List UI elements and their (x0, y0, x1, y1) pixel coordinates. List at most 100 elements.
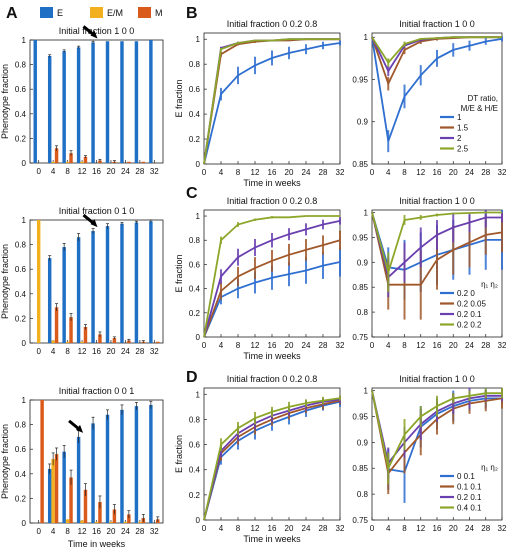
bar-M (69, 153, 73, 163)
x-tick-label: 28 (481, 341, 490, 350)
y-tick-label: 0.2 (15, 134, 27, 143)
bar-E/M (123, 521, 128, 523)
series-line-0.2 0.05 (371, 212, 503, 286)
x-tick-label: 12 (251, 341, 260, 350)
panel-letter-D: D (186, 369, 198, 386)
x-tick-label: 12 (416, 524, 425, 533)
x-tick-label: 12 (251, 524, 260, 533)
y-tick-label: 0.6 (15, 445, 27, 454)
x-tick-label: 20 (285, 168, 294, 177)
bar-M (54, 307, 59, 343)
x-axis-label: Time in weeks (243, 178, 301, 188)
y-tick-label: 0.6 (189, 260, 201, 269)
chart-title: Initial fraction 0 0 1 (59, 386, 135, 396)
chart-title: Initial fraction 0 0.2 0.8 (227, 196, 318, 206)
y-tick-label: 1 (22, 216, 27, 225)
x-tick-label: 16 (433, 168, 442, 177)
x-tick-label: 12 (78, 347, 87, 356)
bar-M (98, 334, 102, 343)
bar-M (141, 161, 146, 163)
x-tick-label: 8 (65, 167, 70, 176)
x-tick-label: 12 (78, 167, 87, 176)
x-tick-label: 32 (336, 168, 345, 177)
series-line-0.2 0.1 (371, 212, 502, 279)
x-tick-label: 4 (219, 341, 224, 350)
x-tick-label: 20 (449, 168, 458, 177)
bar-E/M (51, 340, 55, 343)
bar-M (127, 514, 131, 523)
bar-E/M (80, 341, 84, 343)
x-tick-label: 0 (370, 524, 375, 533)
bar-E/M (65, 519, 70, 523)
series-line-0.2 0 (203, 261, 341, 338)
y-tick-label: 0.8 (189, 415, 201, 424)
x-tick-label: 32 (336, 341, 345, 350)
y-tick-label: 1 (196, 390, 201, 399)
x-tick-label: 16 (268, 524, 277, 533)
x-tick-label: 12 (78, 527, 87, 536)
x-tick-label: 12 (416, 341, 425, 350)
legend-title: η₁ η₂ (481, 280, 498, 289)
series-line-0.4 0.1 (203, 397, 341, 521)
bar-M (69, 317, 73, 343)
series-line-2.5 (203, 38, 340, 165)
bar-E (62, 247, 66, 343)
bar-E (47, 55, 52, 163)
bar-M (127, 161, 131, 163)
bar-E/M (138, 521, 142, 523)
x-axis-label: Time in weeks (68, 539, 126, 549)
legend-title: M/E & H/E (461, 104, 498, 113)
x-tick-label: 20 (285, 341, 294, 350)
x-tick-label: 24 (302, 168, 311, 177)
bar-E (47, 258, 52, 343)
annotation-arrow-head (90, 30, 98, 39)
x-tick-label: 32 (336, 524, 345, 533)
bar-E/M (36, 220, 41, 343)
bar-M (40, 400, 44, 523)
y-tick-label: 0.95 (352, 412, 368, 421)
x-tick-label: 8 (236, 524, 241, 533)
bar-E (76, 237, 81, 343)
chart-title: Initial fraction 0 1 0 (59, 206, 135, 216)
x-tick-label: 4 (51, 347, 56, 356)
x-tick-label: 16 (433, 524, 442, 533)
x-tick-label: 28 (481, 168, 490, 177)
series-line-0.2 0.05 (203, 239, 341, 338)
x-tick-label: 32 (498, 168, 507, 177)
bar-E/M (80, 161, 84, 163)
bar-E/M (109, 521, 113, 523)
bar-E (105, 41, 110, 164)
chart-title: Initial fraction 0 0.2 0.8 (227, 374, 318, 384)
y-tick-label: 0.8 (15, 61, 27, 70)
y-tick-label: 0.2 (15, 494, 27, 503)
y-tick-label: 0.85 (352, 283, 368, 292)
bar-M (83, 327, 88, 343)
bar-E (62, 451, 66, 523)
x-tick-label: 24 (302, 524, 311, 533)
x-tick-label: 12 (416, 168, 425, 177)
bar-E (105, 414, 110, 523)
y-axis-label: Phenotype fraction (0, 64, 10, 139)
legend-label: 1.5 (457, 124, 469, 133)
legend-label: 0.2 0.2 (457, 321, 482, 330)
panel-letter-B: B (186, 5, 198, 22)
y-tick-label: 0 (196, 333, 201, 342)
x-tick-label: 32 (150, 167, 159, 176)
y-tick-label: 0.9 (357, 258, 369, 267)
x-tick-label: 32 (150, 527, 159, 536)
legend-swatch (40, 7, 53, 18)
chart-title: Initial fraction 1 0 0 (399, 196, 475, 206)
bar-E (149, 404, 153, 523)
series-line-0.2 0.2 (371, 211, 502, 276)
legend-label: E/M (107, 8, 123, 18)
y-axis-label: Phenotype fraction (0, 244, 10, 319)
annotation-arrow-head (90, 219, 98, 228)
legend-label: 0.2 0.1 (457, 493, 482, 502)
x-tick-label: 8 (236, 168, 241, 177)
chart-C2: 0.75 0.8 0.85 0.9 0.95 1 Initial fraction 1 0 … (352, 196, 507, 350)
bar-E (62, 51, 66, 163)
y-tick-label: 0.4 (189, 110, 201, 119)
x-tick-label: 4 (386, 341, 391, 350)
x-tick-label: 4 (51, 167, 56, 176)
